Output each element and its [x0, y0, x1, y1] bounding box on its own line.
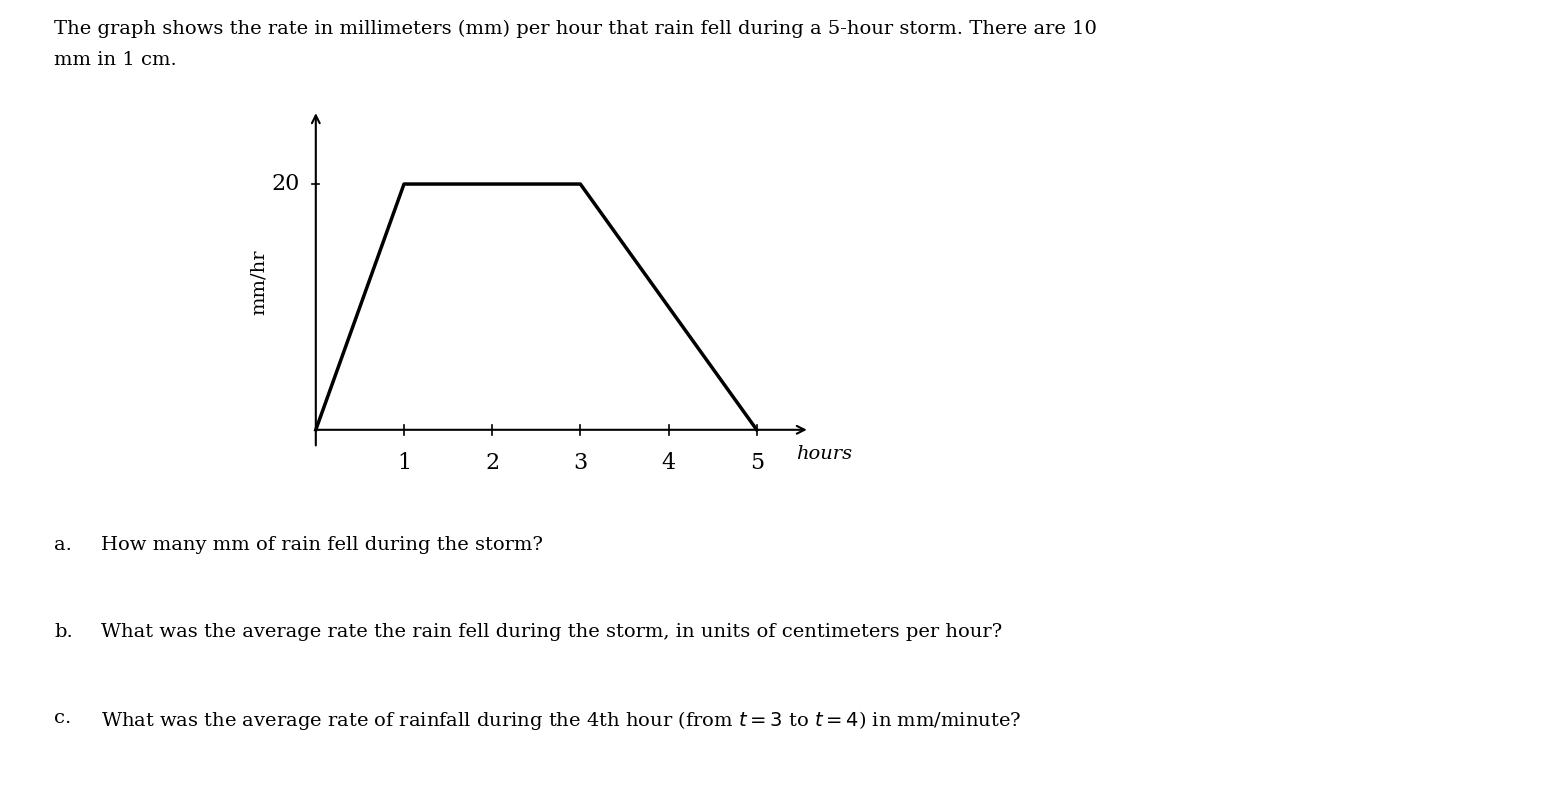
Text: What was the average rate the rain fell during the storm, in units of centimeter: What was the average rate the rain fell … [101, 623, 1003, 641]
Text: How many mm of rain fell during the storm?: How many mm of rain fell during the stor… [101, 536, 543, 554]
Text: 20: 20 [271, 173, 301, 195]
Text: a.: a. [54, 536, 72, 554]
Text: 4: 4 [662, 452, 676, 474]
Text: 2: 2 [486, 452, 500, 474]
Text: 1: 1 [397, 452, 411, 474]
Text: mm/hr: mm/hr [249, 250, 268, 315]
Text: 5: 5 [749, 452, 764, 474]
Text: 3: 3 [573, 452, 587, 474]
Text: The graph shows the rate in millimeters (mm) per hour that rain fell during a 5-: The graph shows the rate in millimeters … [54, 20, 1098, 38]
Text: c.: c. [54, 709, 72, 727]
Text: hours: hours [797, 444, 853, 463]
Text: mm in 1 cm.: mm in 1 cm. [54, 51, 177, 69]
Text: What was the average rate of rainfall during the 4th hour (from $t = 3$ to $t = : What was the average rate of rainfall du… [101, 709, 1021, 732]
Text: b.: b. [54, 623, 73, 641]
